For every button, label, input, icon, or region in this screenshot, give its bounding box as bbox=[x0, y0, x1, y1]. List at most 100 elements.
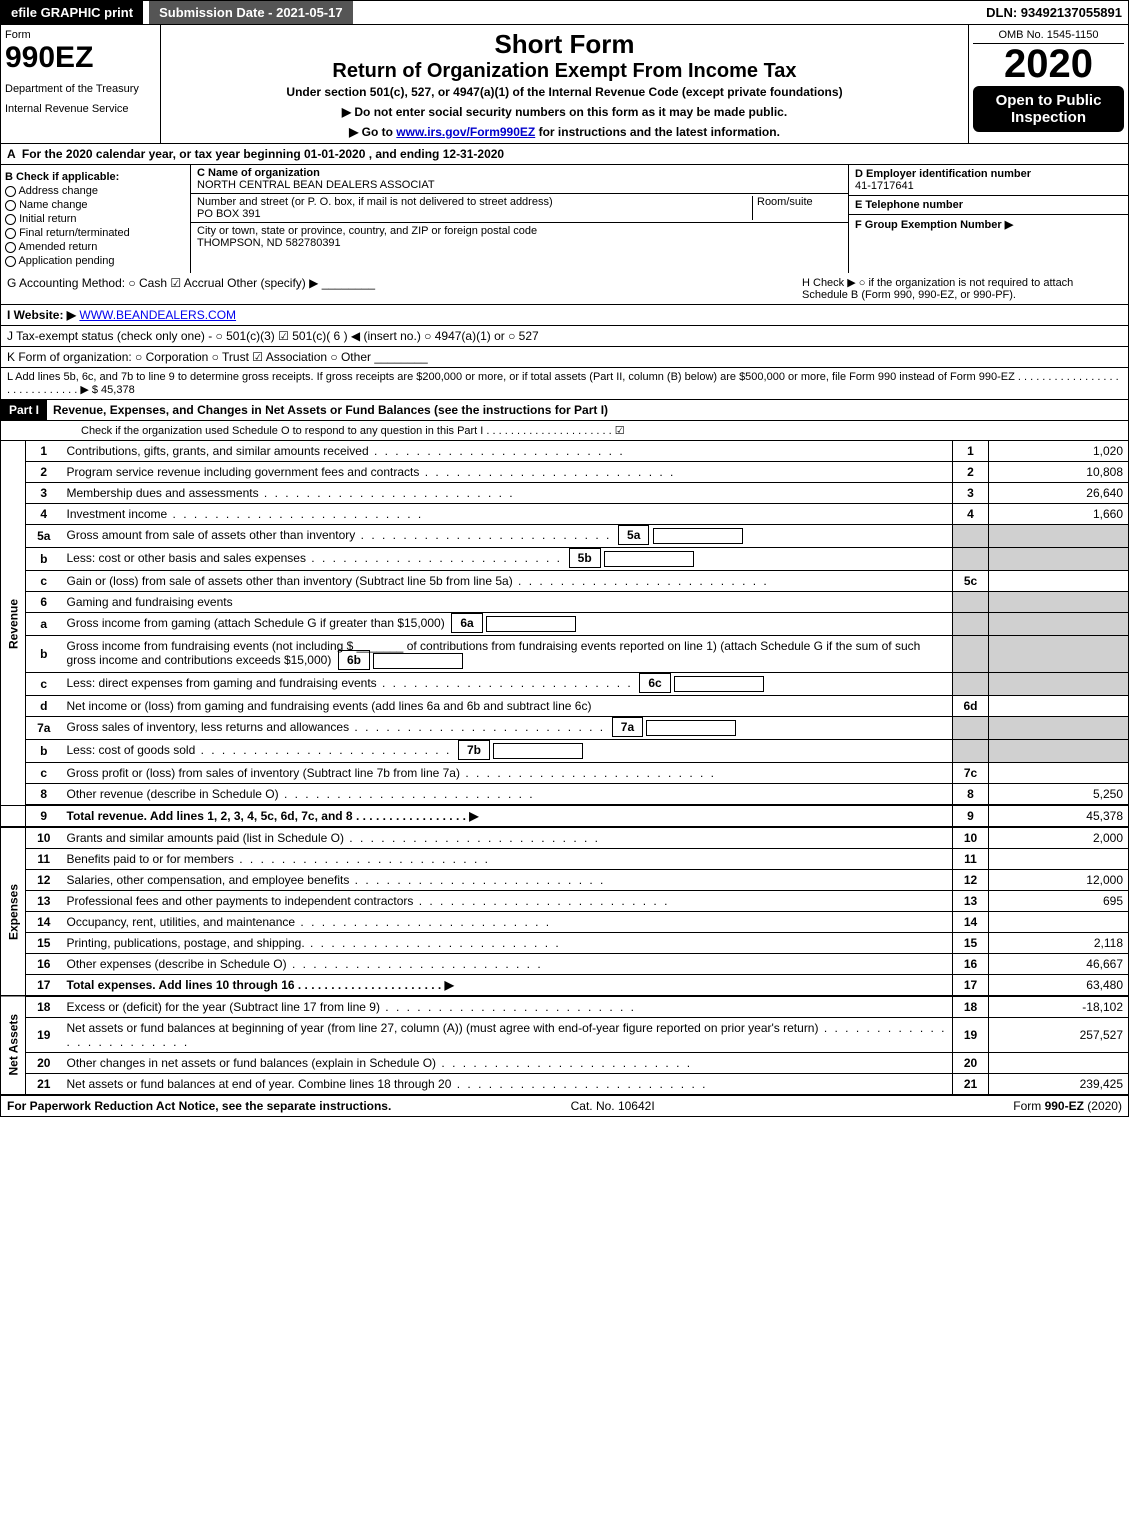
box-e-label: E Telephone number bbox=[855, 199, 963, 211]
ssn-warning: ▶ Do not enter social security numbers o… bbox=[165, 105, 964, 119]
desc-10: Grants and similar amounts paid (list in… bbox=[62, 827, 953, 849]
side-expenses: Expenses bbox=[1, 827, 26, 996]
efile-print-button[interactable]: efile GRAPHIC print bbox=[1, 1, 143, 24]
lineno-10: 10 bbox=[26, 827, 62, 849]
numbox-20: 20 bbox=[953, 1053, 989, 1074]
website-link[interactable]: WWW.BEANDEALERS.COM bbox=[79, 308, 236, 322]
desc-7b: Less: cost of goods sold 7b bbox=[62, 740, 953, 763]
lineno-9: 9 bbox=[26, 805, 62, 827]
lineno-14: 14 bbox=[26, 912, 62, 933]
val-14 bbox=[989, 912, 1129, 933]
val-3: 26,640 bbox=[989, 483, 1129, 504]
form-label: Form bbox=[5, 29, 156, 41]
lineno-4: 4 bbox=[26, 504, 62, 525]
desc-7a: Gross sales of inventory, less returns a… bbox=[62, 717, 953, 740]
val-11 bbox=[989, 849, 1129, 870]
irs-label: Internal Revenue Service bbox=[5, 103, 156, 115]
desc-8: Other revenue (describe in Schedule O) bbox=[62, 784, 953, 806]
desc-5a: Gross amount from sale of assets other t… bbox=[62, 525, 953, 548]
numbox-7c: 7c bbox=[953, 763, 989, 784]
val-16: 46,667 bbox=[989, 954, 1129, 975]
part-i-title: Revenue, Expenses, and Changes in Net As… bbox=[47, 403, 608, 417]
footer-left: For Paperwork Reduction Act Notice, see … bbox=[7, 1099, 391, 1113]
numbox-17: 17 bbox=[953, 975, 989, 997]
val-18: -18,102 bbox=[989, 996, 1129, 1018]
lineno-5a: 5a bbox=[26, 525, 62, 548]
side-netassets: Net Assets bbox=[1, 996, 26, 1095]
lineno-1: 1 bbox=[26, 441, 62, 462]
val-17: 63,480 bbox=[989, 975, 1129, 997]
chk-amended-return[interactable]: Amended return bbox=[18, 241, 97, 253]
numbox-12: 12 bbox=[953, 870, 989, 891]
desc-5c: Gain or (loss) from sale of assets other… bbox=[62, 571, 953, 592]
submission-date-label: Submission Date - 2021-05-17 bbox=[149, 1, 353, 24]
side-revenue: Revenue bbox=[1, 441, 26, 805]
numbox-15: 15 bbox=[953, 933, 989, 954]
numbox-2: 2 bbox=[953, 462, 989, 483]
lineno-11: 11 bbox=[26, 849, 62, 870]
numbox-16: 16 bbox=[953, 954, 989, 975]
val-12: 12,000 bbox=[989, 870, 1129, 891]
box-d-value: 41-1717641 bbox=[855, 180, 914, 192]
part-i-check: Check if the organization used Schedule … bbox=[0, 421, 1129, 441]
chk-address-change[interactable]: Address change bbox=[18, 185, 98, 197]
lineno-7a: 7a bbox=[26, 717, 62, 740]
lineno-2: 2 bbox=[26, 462, 62, 483]
title-return: Return of Organization Exempt From Incom… bbox=[165, 60, 964, 83]
lineno-3: 3 bbox=[26, 483, 62, 504]
lineno-15: 15 bbox=[26, 933, 62, 954]
title-short-form: Short Form bbox=[165, 29, 964, 60]
numbox-10: 10 bbox=[953, 827, 989, 849]
chk-name-change[interactable]: Name change bbox=[19, 199, 88, 211]
val-19: 257,527 bbox=[989, 1018, 1129, 1053]
footer-mid: Cat. No. 10642I bbox=[571, 1099, 655, 1113]
desc-12: Salaries, other compensation, and employ… bbox=[62, 870, 953, 891]
val-20 bbox=[989, 1053, 1129, 1074]
lineno-19: 19 bbox=[26, 1018, 62, 1053]
desc-15: Printing, publications, postage, and shi… bbox=[62, 933, 953, 954]
box-c: C Name of organization NORTH CENTRAL BEA… bbox=[191, 165, 848, 273]
val-8: 5,250 bbox=[989, 784, 1129, 806]
lineno-21: 21 bbox=[26, 1074, 62, 1095]
part-i-table: Revenue 1 Contributions, gifts, grants, … bbox=[0, 441, 1129, 1095]
subtitle: Under section 501(c), 527, or 4947(a)(1)… bbox=[165, 85, 964, 99]
desc-19: Net assets or fund balances at beginning… bbox=[62, 1018, 953, 1053]
box-b: B Check if applicable: Address change Na… bbox=[1, 165, 191, 273]
lineno-7b: b bbox=[26, 740, 62, 763]
desc-20: Other changes in net assets or fund bala… bbox=[62, 1053, 953, 1074]
footer-right: Form 990-EZ (2020) bbox=[1013, 1099, 1122, 1113]
numbox-19: 19 bbox=[953, 1018, 989, 1053]
identification-grid: B Check if applicable: Address change Na… bbox=[0, 165, 1129, 273]
chk-application-pending[interactable]: Application pending bbox=[18, 255, 114, 267]
val-10: 2,000 bbox=[989, 827, 1129, 849]
val-5c bbox=[989, 571, 1129, 592]
goto-suffix: for instructions and the latest informat… bbox=[535, 125, 780, 139]
desc-11: Benefits paid to or for members bbox=[62, 849, 953, 870]
numbox-21: 21 bbox=[953, 1074, 989, 1095]
val-2: 10,808 bbox=[989, 462, 1129, 483]
lineno-12: 12 bbox=[26, 870, 62, 891]
chk-final-return[interactable]: Final return/terminated bbox=[19, 227, 130, 239]
lineno-18: 18 bbox=[26, 996, 62, 1018]
goto-prefix: ▶ Go to bbox=[349, 125, 396, 139]
box-b-title: B Check if applicable: bbox=[5, 171, 186, 183]
dept-label: Department of the Treasury bbox=[5, 83, 156, 95]
lineno-16: 16 bbox=[26, 954, 62, 975]
line-h: H Check ▶ ○ if the organization is not r… bbox=[802, 276, 1122, 301]
c-name-value: NORTH CENTRAL BEAN DEALERS ASSOCIAT bbox=[197, 179, 435, 191]
line-i-prefix: I Website: ▶ bbox=[7, 308, 76, 322]
open-to-public: Open to Public Inspection bbox=[973, 86, 1124, 132]
lineno-5c: c bbox=[26, 571, 62, 592]
desc-3: Membership dues and assessments bbox=[62, 483, 953, 504]
lineno-6a: a bbox=[26, 613, 62, 636]
numbox-1: 1 bbox=[953, 441, 989, 462]
val-6d bbox=[989, 696, 1129, 717]
desc-21: Net assets or fund balances at end of ye… bbox=[62, 1074, 953, 1095]
lineno-6c: c bbox=[26, 673, 62, 696]
irs-link[interactable]: www.irs.gov/Form990EZ bbox=[396, 125, 535, 139]
val-7c bbox=[989, 763, 1129, 784]
desc-6b: Gross income from fundraising events (no… bbox=[62, 636, 953, 673]
c-addr-value: PO BOX 391 bbox=[197, 208, 261, 220]
chk-initial-return[interactable]: Initial return bbox=[19, 213, 76, 225]
numbox-13: 13 bbox=[953, 891, 989, 912]
